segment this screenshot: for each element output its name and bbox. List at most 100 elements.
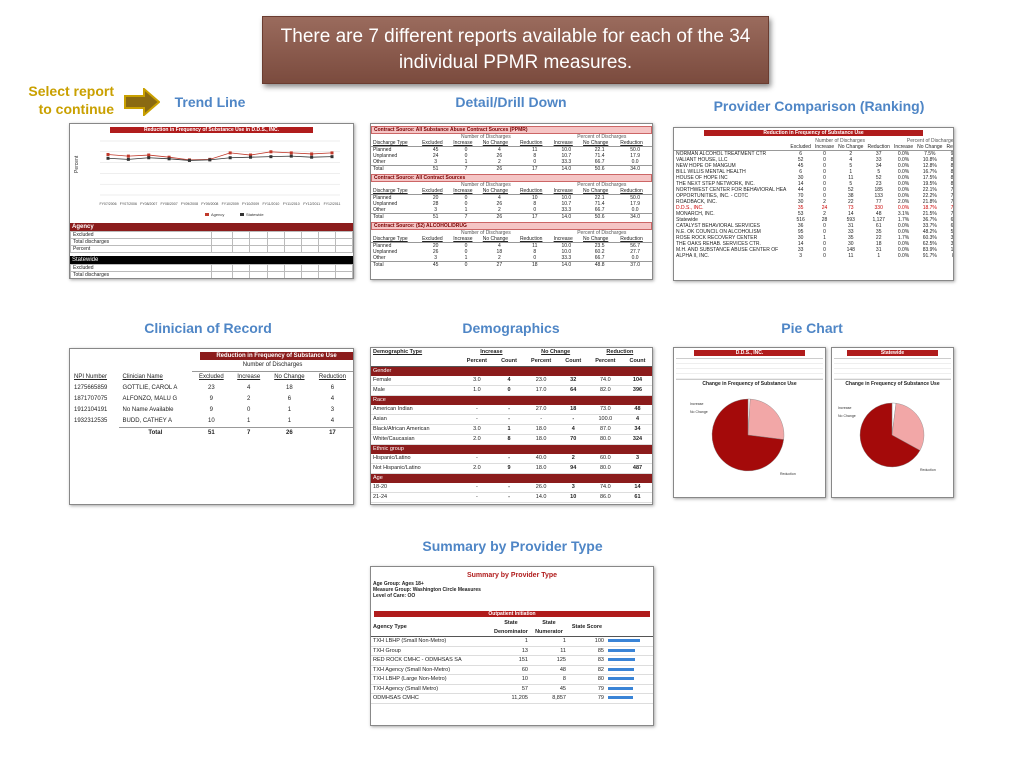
summary-by-provider-type-report-link[interactable]: Summary by Provider Type — [422, 538, 603, 554]
table-cell: 0 — [823, 169, 826, 175]
table-cell: 70 — [570, 436, 577, 442]
table-cell: 18 — [570, 406, 577, 412]
table-cell: 23 — [875, 181, 882, 187]
pie-right-chart-title: Change in Frequency of Substance Use — [845, 381, 940, 387]
column-header: No Change — [482, 188, 509, 194]
table-row: TXH Group 13 11 85 — [371, 646, 653, 656]
table-cell: 85 — [597, 647, 604, 654]
table-cell: Planned — [373, 243, 392, 249]
drill-section-table: Number of Discharges Percent of Discharge… — [371, 134, 652, 172]
table-cell: 3 — [799, 253, 803, 259]
table-row: Total 51 7 26 17 14.0 50.6 34.0 — [371, 165, 652, 173]
clinician-of-record-thumbnail[interactable]: Reduction in Frequency of Substance Use … — [69, 348, 354, 505]
demographics-thumbnail[interactable]: Demographic Type Increase No Change Reducti… — [370, 347, 653, 505]
banner-text: There are 7 different reports available … — [280, 26, 751, 73]
column-header: Increase — [893, 144, 914, 150]
column-header: Increase — [814, 144, 835, 150]
table-cell: 1 — [849, 169, 853, 175]
column-header: Reduction — [519, 188, 543, 194]
table-cell: 28 — [821, 217, 828, 223]
summary-table: Agency Type State Denominator State Numera… — [371, 619, 653, 704]
x-tick-label: FY08/2007 — [140, 202, 157, 206]
table-cell: 22.1 — [594, 195, 605, 201]
drill-section-header: Contract Source: All Substance Abuse Con… — [371, 126, 652, 134]
column-header-row: Discharge Type Excluded Increase No Change R… — [371, 140, 652, 147]
table-cell: 1 — [287, 418, 292, 424]
pie-slice — [859, 402, 921, 468]
column-header: Excluded — [199, 374, 224, 380]
legend-label: Statewide — [246, 212, 264, 217]
drill-down-sections: Contract Source: All Substance Abuse Con… — [371, 126, 652, 268]
table-cell: 2 — [247, 396, 251, 402]
table-cell: 11 — [848, 175, 854, 181]
column-header: State Score — [571, 624, 603, 631]
table-row: 18-20 - - 26.0 3 74.0 14 — [371, 483, 652, 493]
table-cell: 33.3 — [561, 159, 572, 165]
table-cell: 80.0 — [600, 436, 611, 442]
pie-label: No Change — [838, 414, 856, 418]
clinician-of-record-report-link[interactable]: Clinician of Record — [144, 320, 272, 336]
demographics-table: Demographic Type Increase No Change Reducti… — [371, 348, 652, 503]
pie-chart-statewide-thumbnail[interactable]: Statewide Change in Frequency of Substan… — [831, 347, 954, 498]
table-cell: 18 — [875, 241, 882, 247]
table-row: Hispanic/Latino - - 40.0 2 60.0 3 — [371, 454, 652, 464]
table-cell: 6 — [287, 396, 292, 402]
provider-comparison-report-link[interactable]: Provider Comparison (Ranking) — [713, 98, 925, 114]
table-cell: 0 — [823, 223, 826, 229]
group-header: Number of Discharges — [192, 360, 353, 372]
detail-drill-down-thumbnail[interactable]: Contract Source: All Substance Abuse Con… — [370, 123, 653, 280]
arrow-right-icon — [124, 88, 160, 116]
pie-chart-agency-thumbnail[interactable]: D.D.S., INC. Change in Frequency of Subs… — [673, 347, 826, 498]
drill-section-table: Number of Discharges Percent of Discharge… — [371, 230, 652, 268]
pie-chart-report-link[interactable]: Pie Chart — [781, 320, 843, 336]
table-cell: 26 — [496, 214, 503, 220]
data-point — [269, 150, 273, 154]
table-cell: 79 — [597, 695, 604, 701]
trend-line-report-link[interactable]: Trend Line — [174, 94, 246, 110]
table-cell: 2 — [571, 455, 575, 461]
table-cell: 125 — [556, 657, 566, 663]
x-tick-label: FY07/2006 — [99, 202, 116, 206]
table-cell: 18.0 — [535, 426, 547, 432]
table-cell: 1,127 — [872, 217, 885, 223]
table-cell: 11 — [532, 243, 538, 249]
score-bar-cell — [606, 675, 653, 685]
detail-drill-down-report-link[interactable]: Detail/Drill Down — [455, 94, 567, 110]
table-cell: 1912104191 — [74, 407, 108, 413]
provider-comparison-thumbnail[interactable]: Reduction in Frequency of Substance Use … — [673, 127, 954, 281]
pie-label: Increase — [838, 406, 851, 410]
table-cell: 51 — [432, 166, 439, 172]
demographics-report-link[interactable]: Demographics — [462, 320, 560, 336]
table-row: RED ROCK CMHC - ODMHSAS SA 151 125 83 — [371, 656, 653, 665]
column-header: Reduction — [318, 374, 346, 380]
table-row: ROSE ROCK RECOVERY CENTER 30 1 35 22 1.7% 60.3… — [674, 235, 953, 241]
score-bar — [607, 696, 633, 699]
table-cell: 3 — [434, 255, 438, 261]
table-cell: 38 — [848, 193, 854, 199]
table-cell: - — [540, 416, 543, 422]
row-label: Total discharges — [70, 271, 212, 278]
summary-by-provider-type-thumbnail[interactable]: Summary by Provider Type Age Group: Ages… — [370, 566, 654, 726]
table-cell: 10.7 — [561, 201, 572, 207]
subcolumn-header: Percent — [466, 358, 487, 364]
table-cell: TXH LBHP (Large Non-Metro) — [373, 676, 447, 682]
table-cell: 0 — [823, 193, 826, 199]
table-cell: White/Caucasian — [373, 436, 415, 442]
group-header-row: Number of Discharges Percent of Discharge… — [371, 182, 652, 188]
column-header: NPI Number — [74, 373, 108, 380]
statewide-table: Excluded Total discharges Percent — [70, 264, 353, 278]
table-cell: 5 — [877, 169, 881, 175]
table-row: Total 45 0 27 18 14.0 48.8 37.0 — [371, 261, 652, 269]
table-row: THE NEXT STEP NETWORK, INC. 14 0 5 23 0.0% 19.… — [674, 181, 953, 187]
table-cell: 516 — [796, 217, 805, 223]
table-cell: 77 — [875, 199, 882, 205]
table-cell: 1 — [823, 235, 826, 241]
table-cell: 95 — [797, 229, 804, 235]
table-cell: 34.0 — [630, 214, 640, 220]
data-point — [310, 155, 314, 159]
row-label: Percent — [70, 245, 212, 253]
table-cell: 71.4 — [594, 153, 605, 159]
table-cell: 8 — [533, 201, 537, 207]
trend-line-thumbnail[interactable]: Reduction in Frequency of Substance Use … — [69, 123, 354, 279]
group-header: Percent of Discharges — [577, 230, 627, 236]
